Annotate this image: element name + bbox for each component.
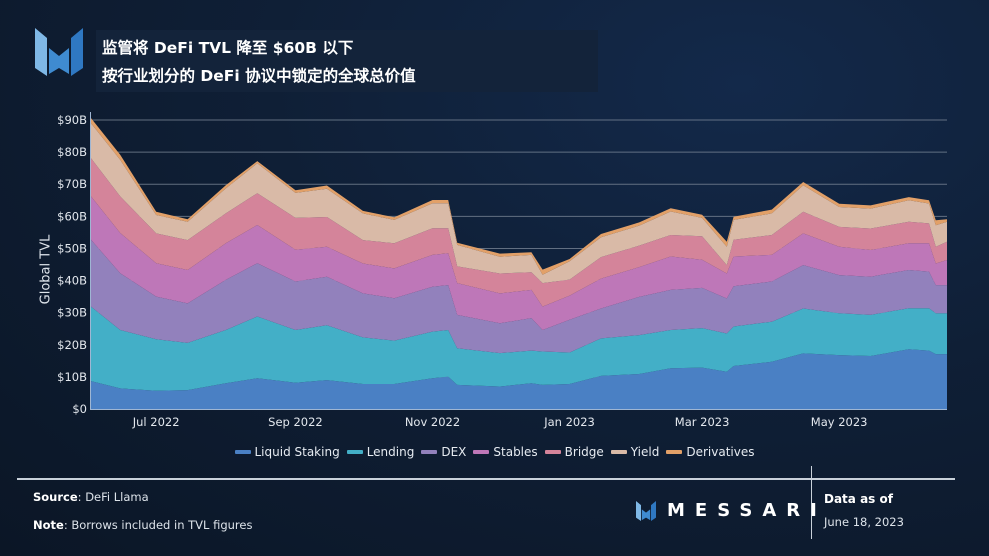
y-axis-ticks: $0 $10B $20B $30B $40B $50B $60B $70B $80B $90B [57,113,87,416]
legend-label: Stables [493,445,538,459]
footer-vertical-divider [811,466,812,539]
area-liquid-staking [91,349,947,409]
data-as-of-label: Data as of [824,492,893,506]
x-tick-label: Jan 2023 [543,415,595,429]
area-dex [91,239,947,354]
y-tick-label: $30B [57,306,87,320]
legend-swatch [234,450,251,454]
y-tick-label: $0 [72,402,87,416]
note-label: Note [33,518,64,532]
note-value: Borrows included in TVL figures [71,518,253,532]
legend: Liquid Staking Lending DEX Stables Bridg… [0,445,989,459]
area-bridge [91,158,947,307]
area-series [91,118,947,409]
messari-small-logo-icon [636,500,656,521]
legend-label: DEX [441,445,467,459]
chart-title: 监管将 DeFi TVL 降至 $60B 以下 [102,39,354,57]
area-stables [91,196,947,330]
legend-item-bridge[interactable]: Bridge [544,445,604,459]
legend-swatch [346,450,363,454]
legend-swatch [421,450,438,454]
source-label: Source [33,490,78,504]
legend-item-dex[interactable]: DEX [421,445,466,459]
y-axis-label: Global TVL [38,234,54,305]
area-lending [91,306,947,391]
y-tick-label: $50B [57,241,87,255]
borrow-note: Note: Borrows included in TVL figures [33,518,253,532]
messari-logo-icon [35,28,83,76]
legend-item-derivatives[interactable]: Derivatives [666,445,754,459]
messari-brand: MESSARI [635,500,827,521]
y-tick-label: $60B [57,209,87,223]
x-tick-label: Jul 2022 [132,415,180,429]
y-tick-label: $90B [57,113,87,127]
y-tick-label: $10B [57,370,87,384]
legend-label: Bridge [564,445,604,459]
legend-swatch [666,450,683,454]
legend-swatch [544,450,561,454]
legend-item-lending[interactable]: Lending [346,445,415,459]
y-tick-label: $70B [57,177,87,191]
data-as-of-date: June 18, 2023 [824,515,904,529]
x-tick-label: Mar 2023 [675,415,730,429]
source-value: DeFi Llama [85,490,149,504]
x-axis-ticks: Jul 2022 Sep 2022 Nov 2022 Jan 2023 Mar 2023… [132,415,868,429]
brand-wordmark: MESSARI [667,500,827,521]
legend-item-liquid-staking[interactable]: Liquid Staking [234,445,340,459]
legend-label: Liquid Staking [254,445,340,459]
footer-divider [17,478,955,480]
legend-swatch [610,450,627,454]
chart-subtitle: 按行业划分的 DeFi 协议中锁定的全球总价值 [102,67,416,85]
legend-swatch [473,450,490,454]
x-tick-label: Sep 2022 [268,415,323,429]
x-tick-label: May 2023 [811,415,868,429]
y-tick-label: $20B [57,338,87,352]
y-tick-label: $40B [57,274,87,288]
legend-item-stables[interactable]: Stables [473,445,538,459]
legend-item-yield[interactable]: Yield [610,445,660,459]
legend-label: Yield [630,445,660,459]
title-box: 监管将 DeFi TVL 降至 $60B 以下 按行业划分的 DeFi 协议中锁… [96,30,598,92]
legend-label: Lending [366,445,415,459]
source-note: Source: DeFi Llama [33,490,149,504]
y-tick-label: $80B [57,145,87,159]
legend-label: Derivatives [686,445,755,459]
x-tick-label: Nov 2022 [405,415,460,429]
